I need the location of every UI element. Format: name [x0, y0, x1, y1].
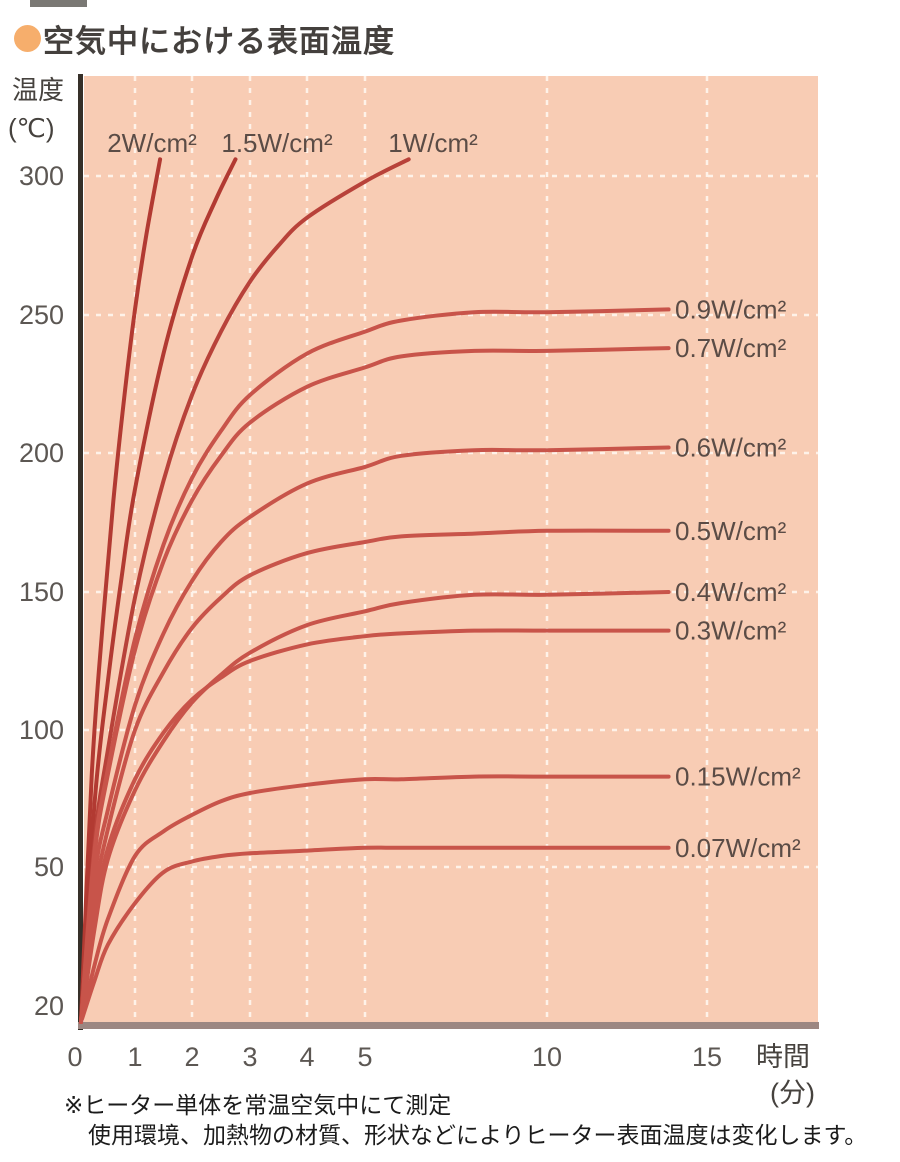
y-tick-label: 100	[19, 715, 64, 745]
curve-0-6w-cm-	[79, 445, 671, 1024]
curve-0-15w-cm-	[79, 774, 671, 1024]
x-tick-label: 3	[242, 1042, 257, 1072]
series-label-0-07w-cm-: 0.07W/cm²	[675, 833, 801, 863]
page-title: 空気中における表面温度	[43, 24, 395, 59]
x-axis-unit: (分)	[770, 1078, 815, 1108]
x-tick-label: 1	[127, 1042, 142, 1072]
y-axis-line	[78, 74, 83, 1030]
series-label-0-7w-cm-: 0.7W/cm²	[675, 333, 787, 363]
curve-1-5w-cm-	[79, 157, 238, 1024]
series-label-0-4w-cm-: 0.4W/cm²	[675, 577, 787, 607]
axes	[78, 74, 819, 1030]
plot-background	[84, 76, 818, 1022]
y-tick-label: 50	[34, 852, 64, 882]
curve-labels: 2W/cm² 1.5W/cm² 1W/cm² 0.9W/cm² 0.7W/cm² 0.6W…	[107, 128, 801, 863]
curve-0-3w-cm-	[79, 628, 671, 1024]
curves	[79, 157, 671, 1024]
y-axis-label: 温度	[12, 75, 64, 105]
y-tick-label: 200	[19, 438, 64, 468]
x-axis-label: 時間	[756, 1042, 810, 1072]
tick-labels: 20 50 100 150 200 250 300 0 1 2 3 4 5 10 15	[19, 161, 722, 1072]
x-tick-label: 10	[532, 1042, 562, 1072]
footnotes: ※ヒーター単体を常温空気中にて測定 使用環境、加熱物の材質、形状などによりヒータ…	[64, 1090, 894, 1150]
series-label-0-15w-cm-: 0.15W/cm²	[675, 762, 801, 792]
y-tick-label: 300	[19, 161, 64, 191]
series-label-1w-cm-: 1W/cm²	[388, 128, 478, 158]
axis-unit-labels: 温度 (℃) 時間 (分)	[8, 75, 815, 1108]
curve-0-5w-cm-	[79, 528, 671, 1024]
footnote-measurement: ※ヒーター単体を常温空気中にて測定	[64, 1092, 452, 1118]
x-tick-label: 2	[184, 1042, 199, 1072]
gridlines	[84, 76, 818, 1022]
series-label-0-6w-cm-: 0.6W/cm²	[675, 432, 787, 462]
y-tick-label: 20	[34, 991, 64, 1021]
series-label-2w-cm-: 2W/cm²	[107, 128, 197, 158]
curve-0-7w-cm-	[79, 346, 671, 1024]
plot-area	[84, 76, 818, 1022]
y-axis-unit: (℃)	[8, 113, 55, 143]
series-label-0-5w-cm-: 0.5W/cm²	[675, 516, 787, 546]
series-label-1-5w-cm-: 1.5W/cm²	[221, 128, 333, 158]
bullet-icon	[14, 25, 41, 52]
series-label-0-9w-cm-: 0.9W/cm²	[675, 294, 787, 324]
y-tick-label: 150	[19, 577, 64, 607]
scan-artifact	[30, 0, 87, 7]
curve-0-07w-cm-	[79, 845, 671, 1024]
x-tick-label: 4	[299, 1042, 314, 1072]
x-tick-label: 15	[692, 1042, 722, 1072]
curve-2w-cm-	[79, 157, 163, 1024]
series-label-0-3w-cm-: 0.3W/cm²	[675, 616, 787, 646]
y-tick-label: 250	[19, 300, 64, 330]
curve-0-4w-cm-	[79, 590, 671, 1024]
curve-1w-cm-	[79, 157, 411, 1024]
x-axis-line	[78, 1022, 819, 1029]
title-row: 空気中における表面温度	[14, 16, 395, 61]
x-tick-label: 0	[67, 1042, 82, 1072]
footnote-disclaimer: 使用環境、加熱物の材質、形状などによりヒーター表面温度は変化します。	[88, 1122, 868, 1148]
x-tick-label: 5	[357, 1042, 372, 1072]
